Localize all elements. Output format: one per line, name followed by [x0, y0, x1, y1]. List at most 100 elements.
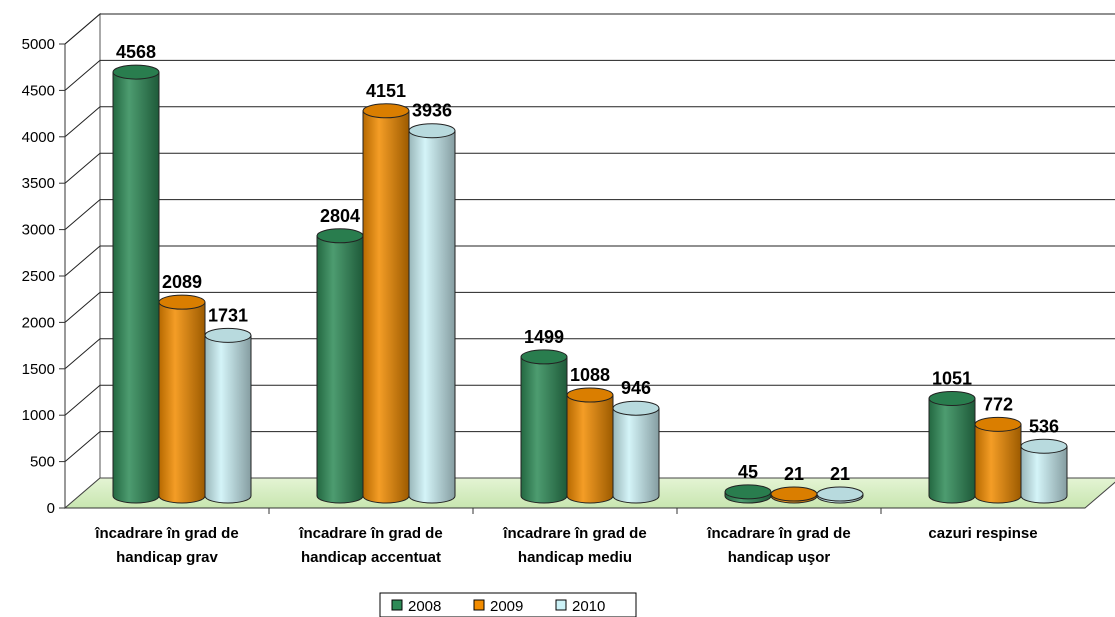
gridline: [64, 291, 1115, 323]
bar-body: [204, 334, 252, 504]
y-tick-label: 4000: [22, 129, 55, 146]
bar-body: [520, 356, 568, 504]
legend-item: 2010: [555, 598, 605, 615]
legend-item: 2009: [473, 598, 523, 615]
bar-top: [974, 416, 1022, 432]
bar: [362, 103, 410, 504]
data-label: 45: [738, 462, 758, 482]
bar-top: [316, 228, 364, 244]
data-label: 946: [621, 378, 651, 398]
bar-body: [974, 423, 1022, 504]
data-labels: 4568 2089 1731 2804 4151 3936 1499 1088 946 45 21 2…: [116, 42, 1059, 484]
bar-top: [362, 103, 410, 119]
bar-top: [612, 400, 660, 416]
x-axis-categories: încadrare în grad de handicap grav încadra…: [94, 508, 1038, 566]
bar-body: [158, 301, 206, 504]
y-tick-label: 2500: [22, 268, 55, 285]
legend-item: 2008: [391, 598, 441, 615]
bar-body: [1020, 445, 1068, 504]
bar-top: [566, 387, 614, 403]
gridline: [64, 13, 1115, 45]
x-tick-label: încadrare în grad de handicap uşor: [706, 525, 850, 566]
gridline: [64, 384, 1115, 416]
bar: [112, 64, 160, 504]
data-label: 1088: [570, 365, 610, 385]
bar-top: [770, 486, 818, 502]
legend-swatch: [555, 599, 567, 611]
gridlines: [64, 13, 1115, 462]
legend-swatch: [473, 599, 485, 611]
bar-top: [1020, 438, 1068, 454]
bar: [770, 486, 818, 504]
bar-top: [816, 486, 864, 502]
y-tick-label: 5000: [22, 36, 55, 53]
data-label: 772: [983, 394, 1013, 414]
legend-box: [379, 592, 637, 617]
legend-swatch: [391, 599, 403, 611]
gridline: [64, 338, 1115, 370]
y-axis: 0 500 1000 1500 2000 2500 3000 3500 4000 4500 5000: [22, 36, 66, 517]
legend: 2008 2009 2010: [379, 592, 637, 617]
bar-top: [158, 294, 206, 310]
data-label: 536: [1029, 416, 1059, 436]
bar: [724, 484, 772, 504]
bar-body: [408, 130, 456, 504]
data-label: 2089: [162, 272, 202, 292]
data-label: 1051: [932, 368, 972, 388]
y-tick-label: 1500: [22, 361, 55, 378]
bar: [566, 387, 614, 504]
y-tick-label: 0: [47, 500, 55, 517]
bar-body: [928, 397, 976, 504]
y-tick-label: 2000: [22, 314, 55, 331]
data-label: 21: [830, 464, 850, 484]
data-label: 3936: [412, 101, 452, 121]
y-tick-label: 500: [30, 454, 55, 471]
bar-body: [566, 394, 614, 504]
gridline: [64, 59, 1115, 91]
bar: [974, 416, 1022, 504]
bar-top: [928, 390, 976, 406]
x-tick-label: încadrare în grad de handicap accentuat: [298, 525, 442, 566]
y-tick-label: 1000: [22, 407, 55, 424]
data-label: 4151: [366, 81, 406, 101]
legend-label: 2009: [490, 598, 523, 615]
legend-label: 2008: [408, 598, 441, 615]
y-tick-label: 3500: [22, 175, 55, 192]
bar-body: [612, 407, 660, 504]
bar-top: [724, 484, 772, 500]
bar: [204, 327, 252, 504]
legend-label: 2010: [572, 598, 605, 615]
gridline: [64, 245, 1115, 277]
bar-body: [362, 110, 410, 504]
bar: [928, 390, 976, 504]
data-label: 21: [784, 464, 804, 484]
gridline: [64, 106, 1115, 138]
bars: [112, 64, 1068, 504]
bar-body: [112, 71, 160, 504]
bar: [316, 228, 364, 504]
x-tick-label: încadrare în grad de handicap mediu: [502, 525, 646, 566]
x-tick-label: cazuri respinse: [928, 525, 1037, 542]
y-tick-label: 4500: [22, 82, 55, 99]
data-label: 2804: [320, 206, 360, 226]
bar: [1020, 438, 1068, 504]
bar: [408, 123, 456, 504]
bar-body: [316, 235, 364, 504]
gridline: [64, 152, 1115, 184]
data-label: 4568: [116, 42, 156, 62]
bar-top: [112, 64, 160, 80]
gridline: [64, 199, 1115, 230]
bar: [158, 294, 206, 504]
bar-top: [204, 327, 252, 343]
bar: [816, 486, 864, 504]
gridline: [64, 431, 1115, 462]
bar-top: [408, 123, 456, 139]
bar-top: [520, 349, 568, 365]
data-label: 1499: [524, 327, 564, 347]
bar: [520, 349, 568, 504]
data-label: 1731: [208, 305, 248, 325]
x-tick-label: încadrare în grad de handicap grav: [94, 525, 238, 566]
y-tick-label: 3000: [22, 222, 55, 239]
bar: [612, 400, 660, 504]
